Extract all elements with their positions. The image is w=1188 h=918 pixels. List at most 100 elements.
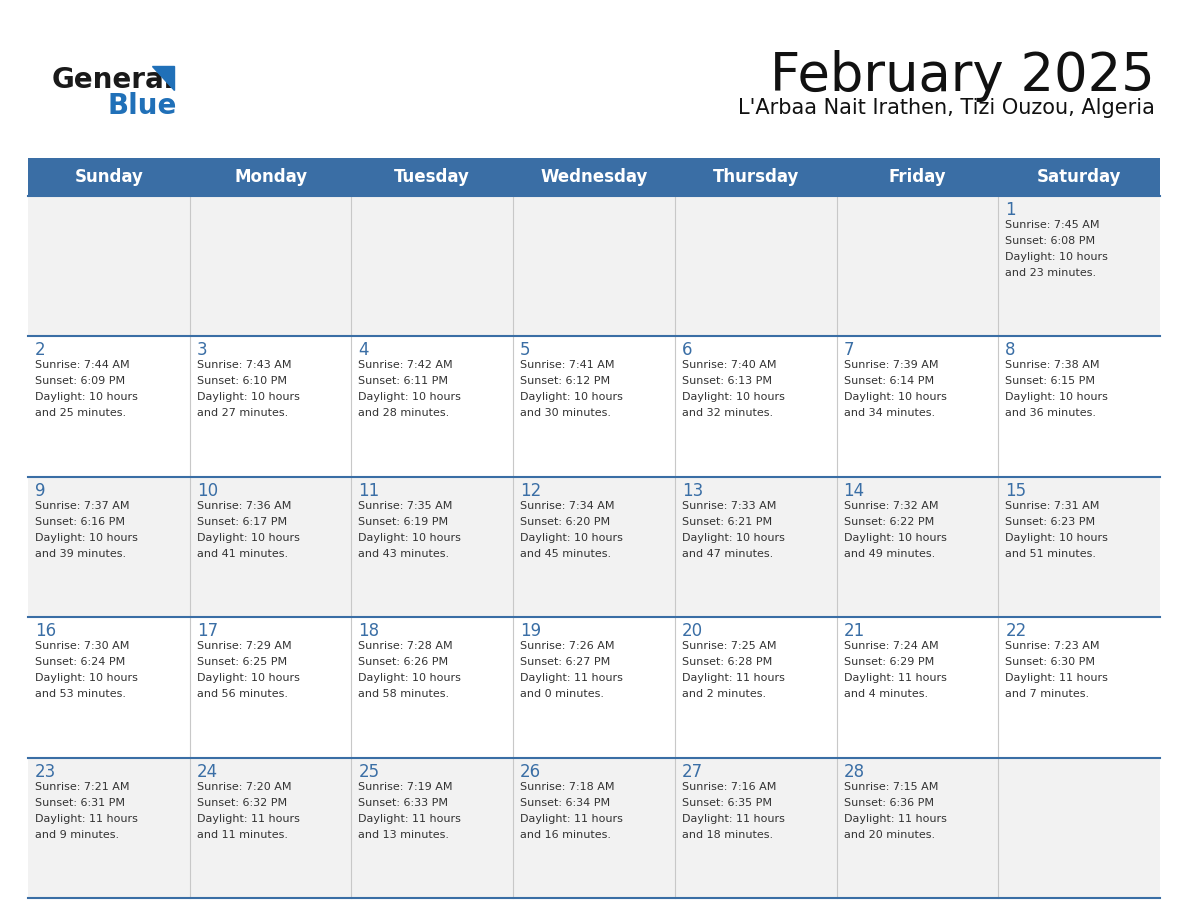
Polygon shape bbox=[152, 66, 173, 90]
Bar bbox=[29, 757, 1159, 898]
Text: Daylight: 11 hours: Daylight: 11 hours bbox=[682, 813, 785, 823]
Text: Sunset: 6:21 PM: Sunset: 6:21 PM bbox=[682, 517, 772, 527]
Text: 19: 19 bbox=[520, 622, 542, 640]
Text: 22: 22 bbox=[1005, 622, 1026, 640]
Text: 21: 21 bbox=[843, 622, 865, 640]
Text: Sunrise: 7:32 AM: Sunrise: 7:32 AM bbox=[843, 501, 939, 510]
Text: and 27 minutes.: and 27 minutes. bbox=[197, 409, 287, 419]
Text: Daylight: 10 hours: Daylight: 10 hours bbox=[34, 532, 138, 543]
Text: Daylight: 10 hours: Daylight: 10 hours bbox=[843, 532, 947, 543]
Text: Daylight: 11 hours: Daylight: 11 hours bbox=[1005, 673, 1108, 683]
Text: Daylight: 11 hours: Daylight: 11 hours bbox=[520, 673, 623, 683]
Text: Sunday: Sunday bbox=[75, 168, 144, 186]
Text: and 32 minutes.: and 32 minutes. bbox=[682, 409, 773, 419]
Text: and 4 minutes.: and 4 minutes. bbox=[843, 689, 928, 700]
Text: Sunset: 6:27 PM: Sunset: 6:27 PM bbox=[520, 657, 611, 667]
Text: February 2025: February 2025 bbox=[770, 50, 1155, 102]
Text: Sunrise: 7:20 AM: Sunrise: 7:20 AM bbox=[197, 781, 291, 791]
Text: Sunrise: 7:45 AM: Sunrise: 7:45 AM bbox=[1005, 220, 1100, 230]
Text: and 23 minutes.: and 23 minutes. bbox=[1005, 268, 1097, 278]
Text: General: General bbox=[52, 66, 175, 94]
Text: and 30 minutes.: and 30 minutes. bbox=[520, 409, 611, 419]
Text: Daylight: 11 hours: Daylight: 11 hours bbox=[682, 673, 785, 683]
Text: Daylight: 11 hours: Daylight: 11 hours bbox=[197, 813, 299, 823]
Text: Daylight: 10 hours: Daylight: 10 hours bbox=[843, 392, 947, 402]
Text: Sunset: 6:29 PM: Sunset: 6:29 PM bbox=[843, 657, 934, 667]
Text: and 7 minutes.: and 7 minutes. bbox=[1005, 689, 1089, 700]
Text: 3: 3 bbox=[197, 341, 208, 360]
Text: 23: 23 bbox=[34, 763, 56, 780]
Text: Sunrise: 7:43 AM: Sunrise: 7:43 AM bbox=[197, 361, 291, 370]
Text: Sunrise: 7:30 AM: Sunrise: 7:30 AM bbox=[34, 641, 129, 651]
Text: Sunrise: 7:31 AM: Sunrise: 7:31 AM bbox=[1005, 501, 1100, 510]
Text: Sunrise: 7:15 AM: Sunrise: 7:15 AM bbox=[843, 781, 939, 791]
Text: 13: 13 bbox=[682, 482, 703, 499]
Text: Sunrise: 7:33 AM: Sunrise: 7:33 AM bbox=[682, 501, 776, 510]
Text: Sunset: 6:13 PM: Sunset: 6:13 PM bbox=[682, 376, 772, 386]
Text: Sunset: 6:16 PM: Sunset: 6:16 PM bbox=[34, 517, 125, 527]
Text: Saturday: Saturday bbox=[1037, 168, 1121, 186]
Text: Sunrise: 7:40 AM: Sunrise: 7:40 AM bbox=[682, 361, 776, 370]
Text: Sunset: 6:19 PM: Sunset: 6:19 PM bbox=[359, 517, 449, 527]
Text: and 25 minutes.: and 25 minutes. bbox=[34, 409, 126, 419]
Text: Sunrise: 7:29 AM: Sunrise: 7:29 AM bbox=[197, 641, 291, 651]
Text: and 47 minutes.: and 47 minutes. bbox=[682, 549, 773, 559]
Text: Sunrise: 7:39 AM: Sunrise: 7:39 AM bbox=[843, 361, 939, 370]
Text: Daylight: 10 hours: Daylight: 10 hours bbox=[1005, 252, 1108, 262]
Text: and 34 minutes.: and 34 minutes. bbox=[843, 409, 935, 419]
Text: Sunrise: 7:35 AM: Sunrise: 7:35 AM bbox=[359, 501, 453, 510]
Text: and 28 minutes.: and 28 minutes. bbox=[359, 409, 450, 419]
Text: and 41 minutes.: and 41 minutes. bbox=[197, 549, 287, 559]
Text: Sunset: 6:10 PM: Sunset: 6:10 PM bbox=[197, 376, 286, 386]
Text: 25: 25 bbox=[359, 763, 379, 780]
Text: Blue: Blue bbox=[107, 92, 176, 120]
Text: Daylight: 11 hours: Daylight: 11 hours bbox=[843, 813, 947, 823]
Text: Sunrise: 7:42 AM: Sunrise: 7:42 AM bbox=[359, 361, 453, 370]
Text: Sunrise: 7:26 AM: Sunrise: 7:26 AM bbox=[520, 641, 614, 651]
Bar bbox=[29, 476, 1159, 617]
Text: Sunrise: 7:23 AM: Sunrise: 7:23 AM bbox=[1005, 641, 1100, 651]
Text: Daylight: 10 hours: Daylight: 10 hours bbox=[682, 532, 785, 543]
Text: and 11 minutes.: and 11 minutes. bbox=[197, 830, 287, 840]
Text: Friday: Friday bbox=[889, 168, 946, 186]
Bar bbox=[29, 196, 1159, 336]
Text: Sunset: 6:26 PM: Sunset: 6:26 PM bbox=[359, 657, 449, 667]
Text: 16: 16 bbox=[34, 622, 56, 640]
Text: Daylight: 10 hours: Daylight: 10 hours bbox=[520, 392, 623, 402]
Text: Sunset: 6:35 PM: Sunset: 6:35 PM bbox=[682, 798, 772, 808]
Text: Sunrise: 7:28 AM: Sunrise: 7:28 AM bbox=[359, 641, 453, 651]
Text: Sunrise: 7:21 AM: Sunrise: 7:21 AM bbox=[34, 781, 129, 791]
Text: Daylight: 10 hours: Daylight: 10 hours bbox=[197, 392, 299, 402]
Text: and 18 minutes.: and 18 minutes. bbox=[682, 830, 773, 840]
Text: L'Arbaa Nait Irathen, Tizi Ouzou, Algeria: L'Arbaa Nait Irathen, Tizi Ouzou, Algeri… bbox=[738, 98, 1155, 118]
Text: Daylight: 10 hours: Daylight: 10 hours bbox=[34, 392, 138, 402]
Text: and 2 minutes.: and 2 minutes. bbox=[682, 689, 766, 700]
Text: Sunset: 6:36 PM: Sunset: 6:36 PM bbox=[843, 798, 934, 808]
Text: 14: 14 bbox=[843, 482, 865, 499]
Text: 24: 24 bbox=[197, 763, 217, 780]
Text: and 51 minutes.: and 51 minutes. bbox=[1005, 549, 1097, 559]
Text: 7: 7 bbox=[843, 341, 854, 360]
Text: Sunset: 6:32 PM: Sunset: 6:32 PM bbox=[197, 798, 286, 808]
Text: 9: 9 bbox=[34, 482, 45, 499]
Text: Daylight: 10 hours: Daylight: 10 hours bbox=[1005, 532, 1108, 543]
Text: 2: 2 bbox=[34, 341, 45, 360]
Text: Sunset: 6:23 PM: Sunset: 6:23 PM bbox=[1005, 517, 1095, 527]
Text: Sunrise: 7:34 AM: Sunrise: 7:34 AM bbox=[520, 501, 614, 510]
Text: 11: 11 bbox=[359, 482, 380, 499]
Text: Thursday: Thursday bbox=[713, 168, 798, 186]
Text: Sunset: 6:12 PM: Sunset: 6:12 PM bbox=[520, 376, 611, 386]
Text: Daylight: 10 hours: Daylight: 10 hours bbox=[359, 532, 461, 543]
Text: Monday: Monday bbox=[234, 168, 308, 186]
Bar bbox=[29, 617, 1159, 757]
Text: Sunrise: 7:36 AM: Sunrise: 7:36 AM bbox=[197, 501, 291, 510]
Text: Daylight: 11 hours: Daylight: 11 hours bbox=[359, 813, 461, 823]
Text: Daylight: 10 hours: Daylight: 10 hours bbox=[682, 392, 785, 402]
Text: Daylight: 10 hours: Daylight: 10 hours bbox=[197, 532, 299, 543]
Text: Daylight: 10 hours: Daylight: 10 hours bbox=[1005, 392, 1108, 402]
Text: and 43 minutes.: and 43 minutes. bbox=[359, 549, 449, 559]
Text: Sunrise: 7:25 AM: Sunrise: 7:25 AM bbox=[682, 641, 776, 651]
Text: Sunrise: 7:16 AM: Sunrise: 7:16 AM bbox=[682, 781, 776, 791]
Text: Sunrise: 7:41 AM: Sunrise: 7:41 AM bbox=[520, 361, 614, 370]
Text: Sunset: 6:09 PM: Sunset: 6:09 PM bbox=[34, 376, 125, 386]
